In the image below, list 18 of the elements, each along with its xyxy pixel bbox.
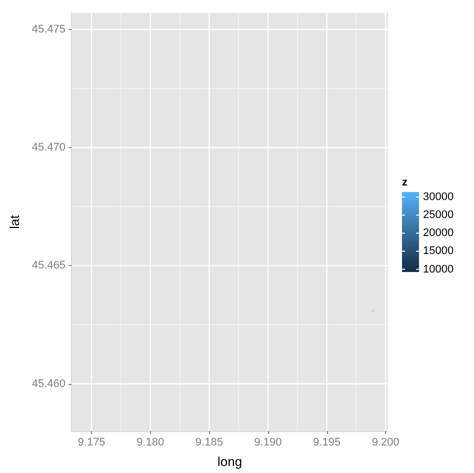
x-tick-label: 9.185	[195, 436, 223, 448]
color-bar-label: 25000	[423, 209, 454, 222]
y-axis-title: lat	[7, 214, 22, 229]
color-bar-title: z	[402, 176, 408, 188]
x-tick-label: 9.190	[254, 436, 282, 448]
x-tick-label: 9.175	[78, 436, 106, 448]
x-tick-label: 9.195	[313, 436, 341, 448]
color-bar-label: 30000	[423, 191, 454, 204]
x-tick-label: 9.200	[372, 436, 400, 448]
y-tick-label: 45.465	[32, 260, 66, 272]
y-tick-label: 45.475	[32, 24, 66, 36]
x-tick-label: 9.180	[136, 436, 164, 448]
color-bar-label: 15000	[423, 245, 454, 258]
color-bar-label: 20000	[423, 227, 454, 240]
color-bar-label: 10000	[423, 263, 454, 276]
y-tick-label: 45.460	[32, 378, 66, 390]
y-tick-label: 45.470	[32, 142, 66, 154]
x-axis-title: long	[217, 454, 242, 469]
